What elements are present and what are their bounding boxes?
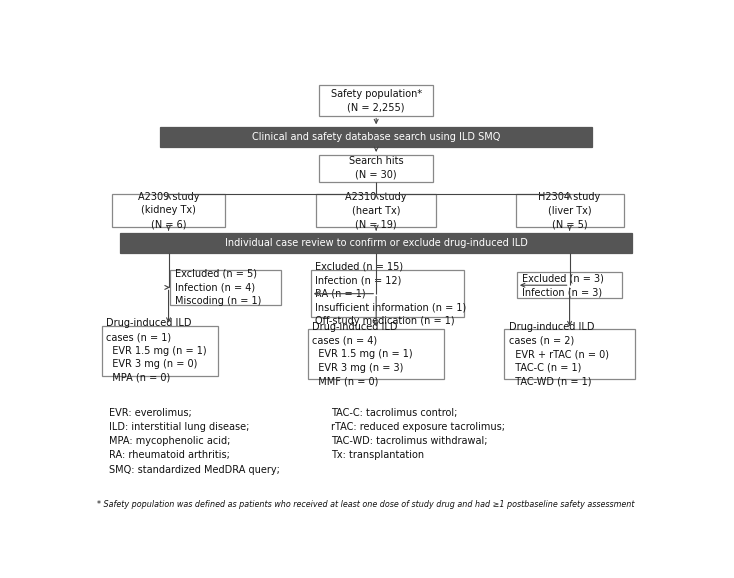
FancyBboxPatch shape — [319, 86, 433, 116]
FancyBboxPatch shape — [170, 270, 281, 305]
Text: H2304 study
(liver Tx)
(N = 5): H2304 study (liver Tx) (N = 5) — [539, 192, 600, 229]
Text: Clinical and safety database search using ILD SMQ: Clinical and safety database search usin… — [252, 132, 501, 142]
Text: A2309 study
(kidney Tx)
(N = 6): A2309 study (kidney Tx) (N = 6) — [138, 192, 200, 229]
Text: RA: rheumatoid arthritis;: RA: rheumatoid arthritis; — [109, 450, 230, 460]
Text: Tx: transplantation: Tx: transplantation — [330, 450, 424, 460]
Text: MPA: mycophenolic acid;: MPA: mycophenolic acid; — [109, 436, 230, 446]
Text: A2310 study
(heart Tx)
(N = 19): A2310 study (heart Tx) (N = 19) — [346, 192, 407, 229]
Text: Excluded (n = 5)
Infection (n = 4)
Miscoding (n = 1): Excluded (n = 5) Infection (n = 4) Misco… — [175, 269, 261, 306]
FancyBboxPatch shape — [120, 233, 632, 253]
Text: Drug-induced ILD
cases (n = 1)
  EVR 1.5 mg (n = 1)
  EVR 3 mg (n = 0)
  MPA (n : Drug-induced ILD cases (n = 1) EVR 1.5 m… — [106, 318, 207, 383]
Text: rTAC: reduced exposure tacrolimus;: rTAC: reduced exposure tacrolimus; — [330, 422, 505, 432]
Text: SMQ: standardized MedDRA query;: SMQ: standardized MedDRA query; — [109, 465, 280, 475]
FancyBboxPatch shape — [102, 326, 218, 376]
Text: * Safety population was defined as patients who received at least one dose of st: * Safety population was defined as patie… — [98, 500, 635, 509]
Text: TAC-C: tacrolimus control;: TAC-C: tacrolimus control; — [330, 407, 457, 418]
FancyBboxPatch shape — [504, 329, 635, 379]
FancyBboxPatch shape — [160, 127, 592, 147]
Text: ILD: interstitial lung disease;: ILD: interstitial lung disease; — [109, 422, 249, 432]
FancyBboxPatch shape — [308, 329, 445, 379]
FancyBboxPatch shape — [515, 194, 624, 227]
Text: Excluded (n = 15)
Infection (n = 12)
RA (n = 1)
Insufficient information (n = 1): Excluded (n = 15) Infection (n = 12) RA … — [316, 261, 467, 326]
FancyBboxPatch shape — [310, 270, 465, 317]
Text: Search hits
(N = 30): Search hits (N = 30) — [349, 157, 404, 180]
FancyBboxPatch shape — [316, 194, 436, 227]
Text: Drug-induced ILD
cases (n = 4)
  EVR 1.5 mg (n = 1)
  EVR 3 mg (n = 3)
  MMF (n : Drug-induced ILD cases (n = 4) EVR 1.5 m… — [313, 322, 413, 387]
FancyBboxPatch shape — [517, 272, 622, 298]
FancyBboxPatch shape — [319, 155, 433, 181]
FancyBboxPatch shape — [112, 194, 225, 227]
Text: Drug-induced ILD
cases (n = 2)
  EVR + rTAC (n = 0)
  TAC-C (n = 1)
  TAC-WD (n : Drug-induced ILD cases (n = 2) EVR + rTA… — [509, 322, 608, 387]
Text: Individual case review to confirm or exclude drug-induced ILD: Individual case review to confirm or exc… — [225, 238, 528, 248]
Text: Excluded (n = 3)
Infection (n = 3): Excluded (n = 3) Infection (n = 3) — [522, 273, 603, 297]
Text: Safety population*
(N = 2,255): Safety population* (N = 2,255) — [330, 88, 422, 112]
Text: TAC-WD: tacrolimus withdrawal;: TAC-WD: tacrolimus withdrawal; — [330, 436, 487, 446]
Text: EVR: everolimus;: EVR: everolimus; — [109, 407, 192, 418]
